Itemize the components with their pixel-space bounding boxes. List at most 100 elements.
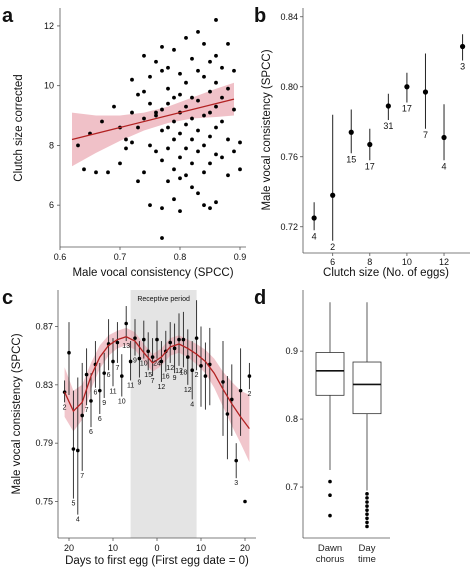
panel-c-point [234,458,238,463]
panel-b-n-label: 15 [346,154,356,164]
panel-c-point [84,372,89,377]
panel-c-point [76,448,80,453]
panel-c-n-label: 6 [93,390,97,397]
panel-a-point [136,92,140,97]
panel-a-point [166,146,170,151]
panel-c-point [230,397,234,402]
panel-a-point [220,119,224,124]
panel-b-point [311,215,317,221]
panel-c-n-label: 9 [133,358,137,365]
panel-c-point [137,356,142,361]
panel-c-points [62,321,252,504]
panel-a-point [208,59,212,64]
panel-c-n-label: 7 [151,378,155,385]
panel-d-outlier [328,493,332,497]
panel-b-y-tick-label: 0.72 [280,222,298,232]
panel-c-y-tick-label: 0.79 [35,438,53,448]
panel-c-n-label: 11 [127,382,134,389]
panel-a-point [148,203,152,208]
panel-a-point [178,176,182,181]
panel-b-point [330,192,336,198]
panel-c-n-label: 11 [109,388,116,395]
panel-a-point [100,119,104,124]
panel-a-point [190,161,194,166]
panel-a-point [226,41,230,46]
panel-d-outlier [365,520,369,525]
panel-a-x-tick-label: 0.8 [174,252,187,262]
panel-a-point [232,149,236,154]
panel-b-y-ticks: 0.72 0.76 0.80 0.84 [280,12,303,232]
panel-c-y-tick-label: 0.75 [35,497,53,507]
panel-c-n-label: 16 [162,374,170,381]
panel-a-point [172,197,176,202]
panel-c-point [243,499,247,504]
panel-c-point [111,359,115,364]
panel-a-point [166,101,170,106]
panel-a-point [130,140,134,145]
panel-a-point [160,158,164,163]
panel-b-x-tick-label: 6 [330,257,335,267]
panel-a-point [154,113,158,118]
panel-a-point [124,137,128,142]
panel-a-point [214,125,218,130]
panel-a-point [202,203,206,208]
panel-a-point [208,89,212,94]
panel-a-point [160,236,164,240]
panel-c-x-tick-label: 20 [64,543,74,553]
panel-c-n-label: 9 [173,375,177,382]
panel-d-outlier [365,504,369,508]
panel-d-box [352,361,382,415]
panel-a-x-label: Male vocal consistency (SPCC) [72,267,233,279]
panel-d-y-tick-label: 0.7 [285,482,298,492]
panel-c-x-tick-label: 10 [108,543,118,553]
panel-a-point [178,209,182,214]
panel-a-point [214,104,218,109]
panel-d-outlier [365,516,369,521]
panel-a-point [136,125,140,130]
panel-a-point [178,92,182,97]
panel-a-point [208,206,212,211]
panel-c: c Receptive period 254776669611710131199… [2,287,256,567]
panel-d-outlier [365,524,369,529]
panel-c-n-label: 4 [190,401,194,408]
panel-a-point [190,56,194,61]
panel-b-points [311,43,466,221]
panel-c-point [181,337,186,342]
panel-c-n-label: 4 [76,517,80,524]
panel-c-n-label: 10 [140,361,148,368]
panel-d-category-label: time [358,554,376,565]
panel-b-x-tick-label: 10 [402,257,412,267]
panel-a-point [142,89,146,94]
panel-b-point [404,84,410,90]
panel-a-y-ticks: 6 8 10 12 [44,21,60,210]
panel-c-y-tick-label: 0.87 [35,321,53,331]
panel-d-category-label: chorus [316,554,345,565]
panel-c-point [190,368,194,373]
panel-a-point [184,122,188,127]
panel-d-outlier [365,508,369,512]
panel-c-point [120,374,124,378]
panel-c-point [89,399,93,403]
panel-d-outlier [328,513,332,518]
panel-c-point [155,337,159,342]
panel-c-point [80,413,84,418]
panel-c-receptive-label: Receptive period [137,296,190,303]
panel-c-n-label: 12 [175,368,183,375]
panel-a-point [184,104,188,109]
panel-a-point [214,18,218,22]
panel-a-x-tick-label: 0.7 [114,252,127,262]
panel-b-y-tick-label: 0.80 [280,82,298,92]
panel-a-point [148,143,152,148]
panel-a-point [214,152,218,157]
panel-a-point [232,68,236,73]
panel-a-x-tick-label: 0.9 [234,252,247,262]
panel-b-n-label: 31 [383,121,393,131]
panel-c-point [186,355,190,359]
panel-c-x-tick-label: 20 [240,543,250,553]
panel-d-boxes [315,302,382,529]
panel-a-point [196,68,200,73]
panel-b-n-label: 17 [402,104,412,114]
panel-b-n-label: 7 [423,130,428,140]
panel-b-y-tick-label: 0.76 [280,152,298,162]
